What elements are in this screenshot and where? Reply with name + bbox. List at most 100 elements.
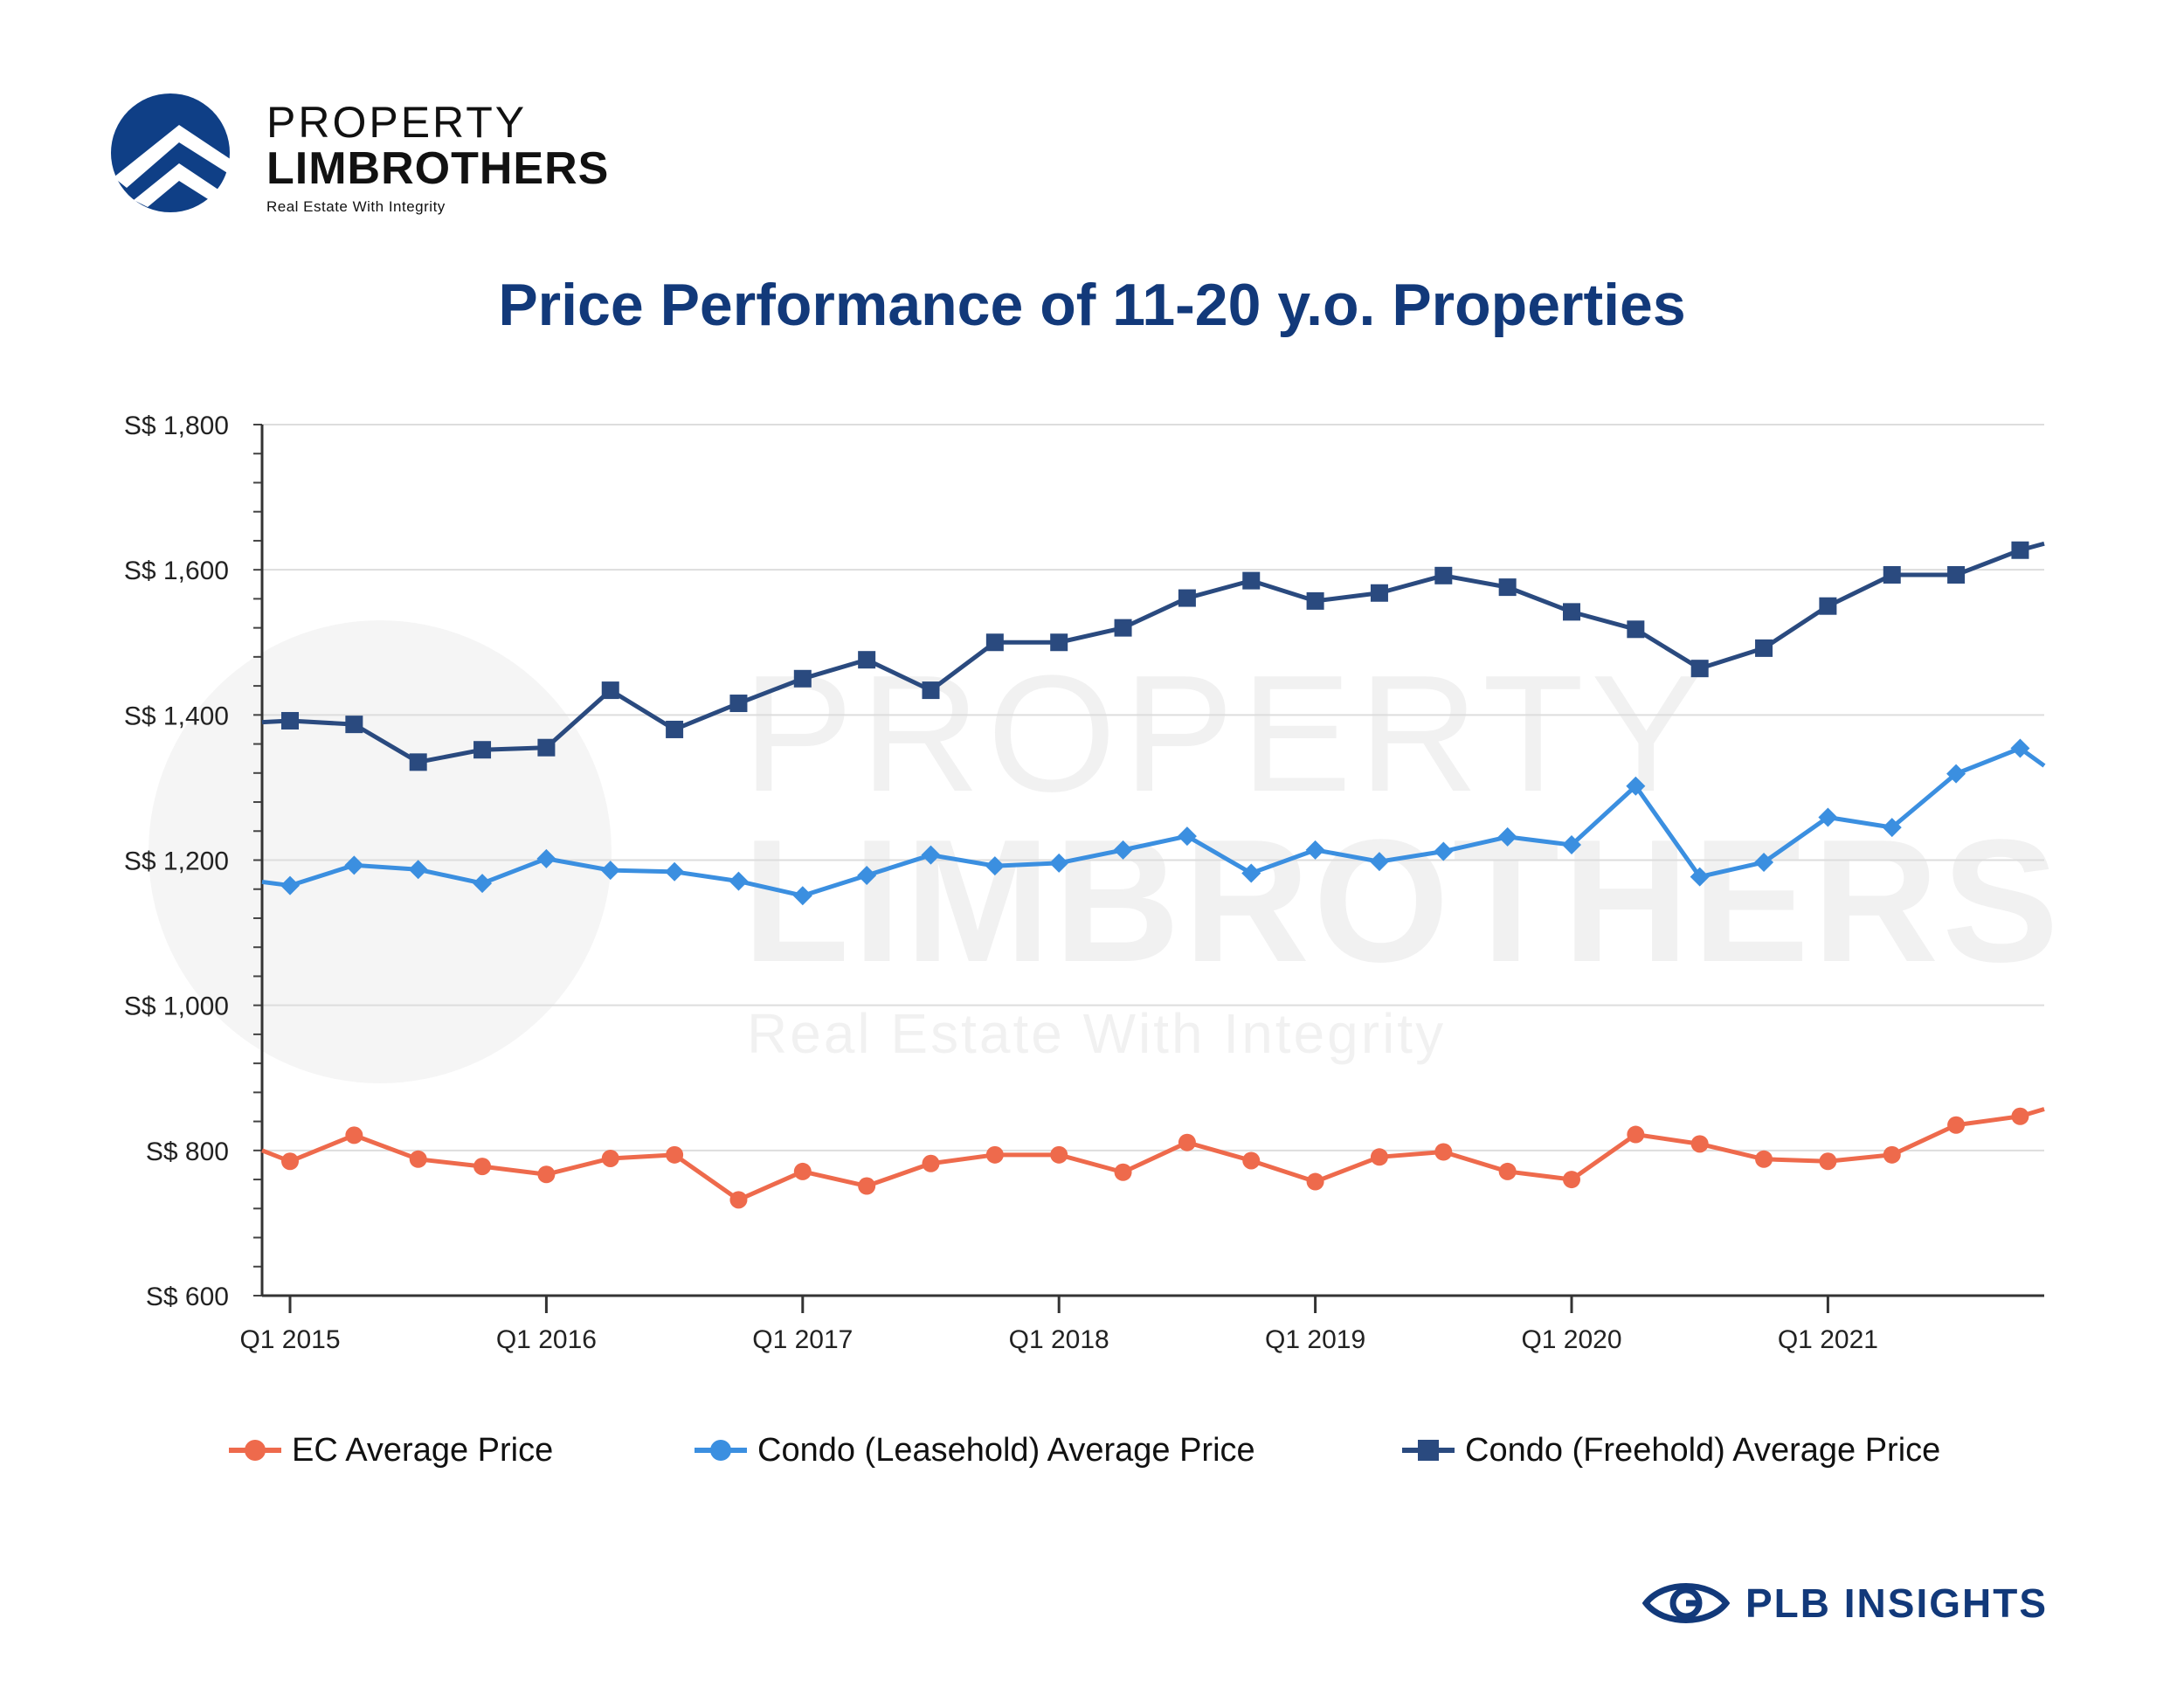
data-point: [1690, 867, 1710, 887]
data-point: [1818, 807, 1838, 827]
data-point: [1946, 764, 1966, 784]
data-point: [1627, 620, 1645, 639]
data-point: [2011, 541, 2029, 559]
data-point: [729, 871, 749, 891]
data-point: [1177, 826, 1197, 847]
data-point: [729, 695, 748, 713]
legend-item-condo-leasehold: Condo (Leasehold) Average Price: [695, 1420, 1255, 1481]
chart: S$ 1,800 S$ 1,600 S$ 1,400 S$ 1,200 S$ 1,000…: [124, 411, 2046, 1354]
brand-name-line1: PROPERTY: [266, 98, 528, 147]
legend-swatch-condo-freehold: [1402, 1440, 1455, 1461]
axes: S$ 1,800 S$ 1,600 S$ 1,400 S$ 1,200 S$ 1,000…: [124, 411, 2044, 1354]
data-point: [1242, 1151, 1261, 1170]
y-tick-label: S$ 600: [146, 1283, 229, 1311]
data-point: [1947, 1116, 1966, 1134]
data-point: [2010, 738, 2030, 758]
data-point: [1242, 571, 1261, 590]
data-point: [1563, 603, 1580, 621]
data-point: [793, 669, 812, 688]
data-point: [1434, 1143, 1453, 1161]
legend-item-condo-freehold: Condo (Freehold) Average Price: [1402, 1420, 1940, 1481]
data-point: [1369, 852, 1389, 872]
series: [261, 541, 2046, 1209]
data-point: [473, 1158, 492, 1176]
data-point: [1050, 633, 1068, 652]
x-tick-label: Q1 2019: [1265, 1325, 1365, 1354]
series-line: [261, 1107, 2045, 1202]
brand-name-line2: LIMBROTHERS: [266, 143, 610, 194]
data-point: [1883, 1145, 1901, 1164]
series-line: [261, 746, 2046, 898]
data-point: [985, 1145, 1004, 1164]
brand-tagline: Real Estate With Integrity: [266, 198, 446, 215]
data-point: [1370, 1148, 1388, 1166]
data-point: [1049, 853, 1069, 873]
data-point: [1498, 578, 1517, 597]
data-point: [666, 720, 684, 738]
data-point: [666, 1145, 684, 1164]
x-tick-label: Q1 2020: [1521, 1325, 1621, 1354]
data-point: [473, 874, 493, 894]
data-point: [2011, 1107, 2029, 1125]
data-point: [1563, 1171, 1580, 1189]
y-tick-label: S$ 1,400: [124, 702, 229, 730]
data-point: [1434, 566, 1453, 584]
data-point: [1114, 1163, 1132, 1181]
data-point: [600, 861, 620, 881]
data-point: [1178, 589, 1196, 607]
data-point: [1178, 1133, 1196, 1151]
data-point: [922, 681, 940, 700]
footer-text: PLB INSIGHTS: [1745, 1580, 2049, 1626]
data-point: [921, 845, 941, 865]
data-point: [344, 855, 364, 875]
data-point: [1305, 840, 1325, 860]
x-tick-label: Q1 2021: [1778, 1325, 1878, 1354]
data-point: [537, 738, 556, 757]
y-tick-label: S$ 1,800: [124, 411, 229, 440]
brand-mark-icon: [111, 93, 232, 214]
y-tick-label: S$ 1,200: [124, 847, 229, 876]
data-point: [1434, 841, 1454, 861]
data-point: [408, 860, 428, 880]
grid-lines: [262, 424, 2044, 1151]
data-point: [409, 1150, 427, 1168]
data-point: [537, 1165, 556, 1184]
series-2: [261, 541, 2045, 771]
series-1: [261, 738, 2046, 906]
data-point: [792, 886, 812, 906]
data-point: [536, 848, 556, 868]
data-point: [345, 1126, 363, 1144]
data-point: [1114, 619, 1132, 637]
data-point: [1947, 565, 1966, 584]
data-point: [1754, 852, 1774, 872]
data-point: [1498, 1162, 1517, 1180]
legend: EC Average Price Condo (Leasehold) Avera…: [0, 1420, 2184, 1481]
data-point: [281, 711, 299, 730]
y-tick-label: S$ 1,600: [124, 557, 229, 585]
legend-swatch-ec: [229, 1440, 281, 1461]
data-point: [1562, 835, 1581, 855]
legend-label-condo-leasehold: Condo (Leasehold) Average Price: [757, 1431, 1255, 1469]
data-point: [1050, 1145, 1068, 1164]
data-point: [1690, 1135, 1709, 1153]
series-line: [261, 541, 2045, 764]
y-tick-label: S$ 800: [146, 1138, 229, 1166]
data-point: [601, 681, 619, 700]
data-point: [473, 741, 492, 759]
data-point: [1627, 1125, 1645, 1144]
data-point: [858, 1177, 876, 1195]
x-tick-label: Q1 2017: [752, 1325, 853, 1354]
data-point: [1819, 1152, 1837, 1171]
x-tick-label: Q1 2018: [1009, 1325, 1109, 1354]
data-point: [729, 1191, 748, 1209]
data-point: [1755, 639, 1773, 657]
data-point: [1497, 826, 1517, 847]
data-point: [1113, 840, 1133, 860]
data-point: [857, 865, 877, 885]
eye-g-icon: [1642, 1583, 1730, 1623]
data-point: [1370, 584, 1388, 602]
data-point: [1883, 565, 1901, 584]
data-point: [1626, 776, 1646, 796]
data-point: [1882, 818, 1902, 838]
legend-label-ec: EC Average Price: [292, 1431, 554, 1469]
